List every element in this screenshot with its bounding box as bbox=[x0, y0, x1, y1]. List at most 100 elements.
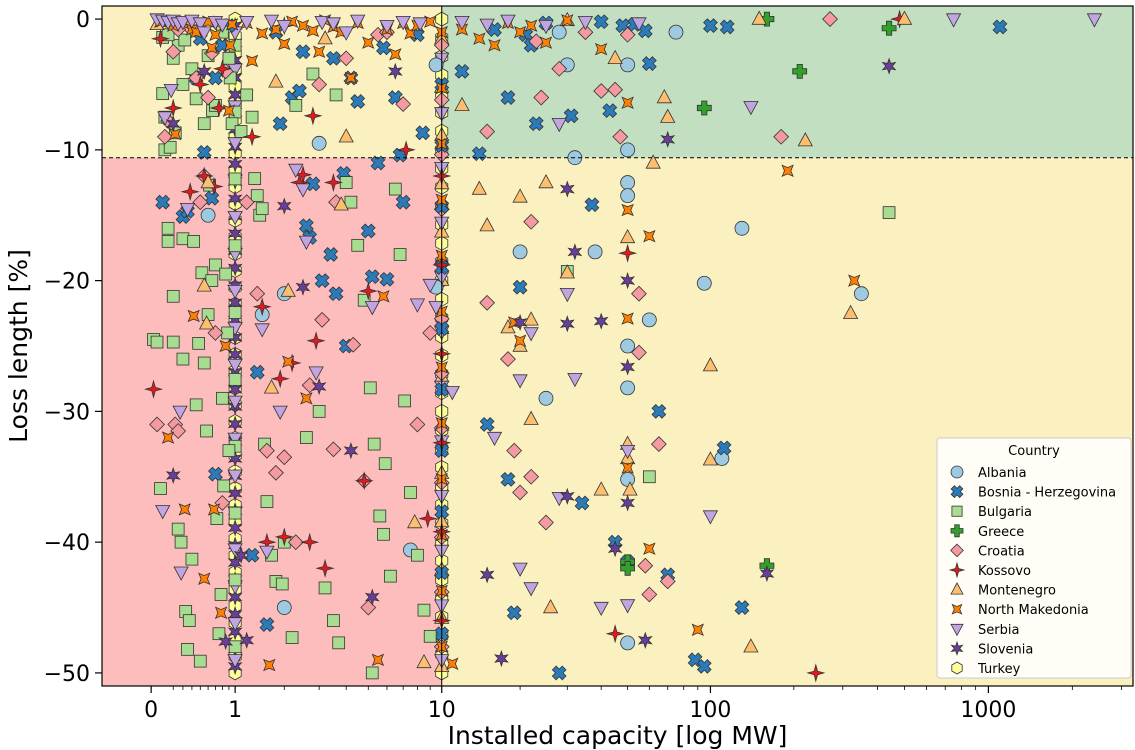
point-kossovo bbox=[354, 471, 374, 491]
point-north-makedonia bbox=[161, 431, 175, 444]
point-slovenia bbox=[311, 377, 327, 396]
point-montenegro bbox=[263, 379, 280, 394]
point-croatia bbox=[551, 60, 568, 77]
point-north-makedonia bbox=[473, 32, 486, 45]
point-serbia bbox=[227, 617, 243, 632]
point-north-makedonia bbox=[643, 542, 656, 555]
point-bulgaria bbox=[300, 431, 313, 444]
plot-frame bbox=[101, 5, 1134, 687]
point-croatia bbox=[607, 81, 624, 98]
point-bosnia-herzegovina bbox=[479, 417, 495, 432]
point-montenegro bbox=[751, 10, 767, 25]
point-kossovo bbox=[274, 527, 294, 547]
point-montenegro bbox=[743, 638, 759, 653]
point-north-makedonia bbox=[245, 54, 259, 68]
point-slovenia bbox=[881, 57, 897, 75]
point-bulgaria bbox=[187, 235, 200, 248]
point-bosnia-herzegovina bbox=[244, 547, 260, 563]
legend-label: Slovenia bbox=[978, 642, 1033, 657]
point-bosnia-herzegovina bbox=[379, 271, 395, 287]
point-serbia bbox=[214, 18, 231, 33]
point-serbia bbox=[227, 543, 243, 558]
point-north-makedonia bbox=[513, 25, 527, 39]
legend-label: Serbia bbox=[978, 623, 1019, 638]
point-north-makedonia bbox=[561, 14, 574, 27]
point-serbia bbox=[196, 26, 212, 41]
point-bosnia-herzegovina bbox=[208, 70, 223, 86]
point-bulgaria bbox=[176, 78, 190, 91]
point-montenegro bbox=[656, 88, 672, 104]
point-croatia bbox=[301, 377, 318, 394]
point-montenegro bbox=[702, 451, 719, 466]
point-greece bbox=[792, 64, 808, 79]
point-serbia bbox=[486, 431, 503, 447]
point-bosnia-herzegovina bbox=[992, 19, 1008, 35]
point-montenegro bbox=[523, 410, 539, 425]
point-serbia bbox=[254, 323, 270, 338]
point-slovenia bbox=[559, 487, 575, 505]
point-slovenia bbox=[227, 190, 243, 208]
point-croatia bbox=[156, 128, 173, 145]
point-croatia bbox=[659, 573, 676, 590]
point-serbia bbox=[1086, 13, 1103, 28]
point-croatia bbox=[249, 285, 266, 302]
point-serbia bbox=[364, 301, 380, 316]
x-tick-label: 1000 bbox=[960, 698, 1016, 723]
point-kossovo bbox=[190, 74, 210, 94]
legend: Country Albania Bosnia - Herzegovina Bulga… bbox=[936, 437, 1132, 679]
point-serbia bbox=[454, 15, 470, 31]
point-bosnia-herzegovina bbox=[500, 90, 516, 105]
point-bulgaria bbox=[228, 373, 242, 386]
point-bosnia-herzegovina bbox=[734, 600, 750, 615]
point-bosnia-herzegovina bbox=[593, 14, 609, 30]
y-tick-label: −40 bbox=[44, 531, 90, 556]
point-serbia bbox=[227, 654, 243, 669]
point-serbia bbox=[288, 163, 304, 179]
point-bulgaria bbox=[255, 202, 269, 216]
point-croatia bbox=[200, 89, 216, 106]
point-bulgaria bbox=[285, 631, 299, 644]
point-bulgaria bbox=[228, 640, 242, 654]
point-north-makedonia bbox=[488, 39, 501, 52]
point-bosnia-herzegovina bbox=[563, 108, 579, 124]
point-kossovo bbox=[293, 165, 313, 185]
point-slovenia bbox=[494, 649, 509, 668]
point-serbia bbox=[263, 14, 280, 29]
point-croatia bbox=[523, 468, 540, 485]
point-croatia bbox=[612, 128, 629, 145]
point-bulgaria bbox=[156, 87, 170, 100]
point-bulgaria bbox=[214, 588, 228, 601]
point-slovenia bbox=[620, 358, 636, 376]
point-albania bbox=[311, 135, 327, 151]
point-slovenia bbox=[239, 631, 255, 649]
point-serbia bbox=[276, 19, 292, 35]
point-bulgaria bbox=[228, 506, 242, 520]
point-bulgaria bbox=[182, 614, 196, 627]
point-kossovo bbox=[270, 369, 290, 389]
legend-marker-slovenia bbox=[950, 640, 964, 656]
point-bosnia-herzegovina bbox=[602, 103, 618, 118]
point-north-makedonia bbox=[223, 39, 237, 52]
point-croatia bbox=[631, 344, 647, 361]
point-north-makedonia bbox=[306, 24, 320, 38]
legend-label: Greece bbox=[978, 525, 1024, 540]
point-north-makedonia bbox=[621, 461, 634, 474]
legend-box bbox=[936, 437, 1132, 679]
point-croatia bbox=[395, 96, 412, 112]
point-montenegro bbox=[797, 132, 813, 147]
point-bulgaria bbox=[417, 603, 431, 617]
point-bulgaria bbox=[388, 182, 402, 196]
point-slovenia bbox=[620, 494, 636, 512]
point-croatia bbox=[631, 285, 647, 302]
point-bosnia-herzegovina bbox=[292, 83, 307, 99]
point-bosnia-herzegovina bbox=[584, 197, 600, 213]
point-bulgaria bbox=[178, 33, 192, 47]
point-bulgaria bbox=[245, 110, 259, 124]
point-serbia bbox=[179, 202, 196, 218]
point-croatia bbox=[311, 76, 328, 93]
point-croatia bbox=[409, 416, 426, 433]
legend-marker-bulgaria bbox=[951, 505, 963, 517]
point-north-makedonia bbox=[446, 657, 459, 670]
point-albania bbox=[620, 57, 636, 73]
point-albania bbox=[853, 286, 869, 302]
